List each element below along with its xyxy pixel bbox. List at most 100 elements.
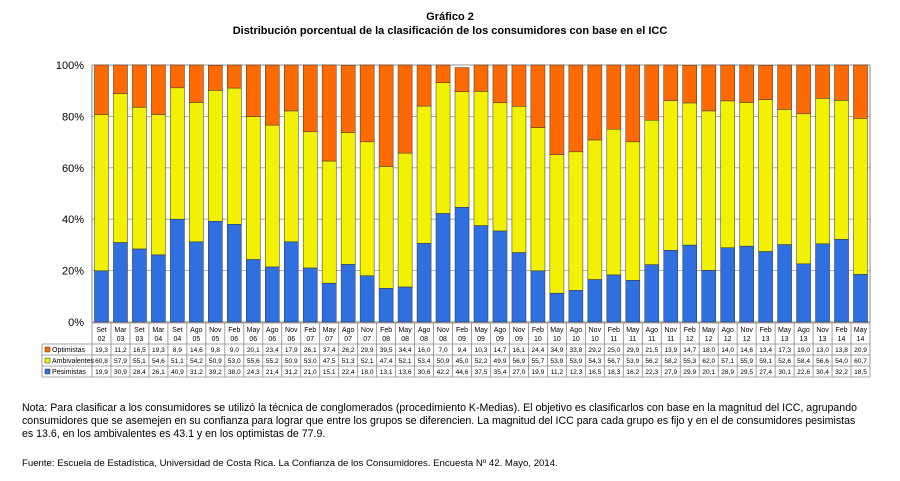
data-label-ambivalentes: 57,1 <box>721 358 734 365</box>
bar-optimistas <box>170 64 185 89</box>
x-tick-label-year: 05 <box>192 336 200 343</box>
bar-optimistas <box>587 64 603 141</box>
bar-optimistas <box>606 64 622 130</box>
x-tick-label-year: 03 <box>117 336 125 343</box>
data-label-optimistas: 19,0 <box>797 347 810 354</box>
data-label-optimistas: 9,4 <box>457 347 466 354</box>
data-label-optimistas: 17,9 <box>285 347 298 354</box>
bar-optimistas <box>701 64 716 112</box>
x-tick-label-year: 06 <box>268 336 276 343</box>
bar-optimistas <box>302 64 318 133</box>
bar-optimistas <box>227 64 242 89</box>
x-tick-label-year: 13 <box>819 336 827 343</box>
x-tick-label-month: Mar <box>114 327 127 334</box>
data-label-ambivalentes: 62,0 <box>702 358 715 365</box>
data-label-optimistas: 9,8 <box>211 347 220 354</box>
x-tick-label-year: 12 <box>724 336 732 343</box>
bar-pesimistas <box>511 252 527 323</box>
y-tick-label: 60% <box>62 163 84 175</box>
bar-ambivalentes <box>701 110 716 271</box>
x-tick-label-month: Feb <box>760 327 772 334</box>
x-tick-label-month: Nov <box>665 327 678 334</box>
x-tick-label-year: 10 <box>534 336 542 343</box>
bar-optimistas <box>435 64 451 83</box>
bar-optimistas <box>397 64 413 154</box>
x-tick-label-month: Feb <box>456 327 468 334</box>
data-label-pesimistas: 29,9 <box>683 369 696 376</box>
data-label-pesimistas: 22,3 <box>645 369 658 376</box>
data-label-optimistas: 14,7 <box>494 347 507 354</box>
bar-optimistas <box>549 64 565 155</box>
chart-subtitle: Distribución porcentual de la clasificac… <box>232 25 668 37</box>
data-label-pesimistas: 13,1 <box>380 369 393 376</box>
bar-optimistas <box>189 64 204 103</box>
data-label-ambivalentes: 49,9 <box>494 358 507 365</box>
data-label-optimistas: 20,1 <box>247 347 260 354</box>
bar-pesimistas <box>132 248 147 323</box>
data-label-optimistas: 13,8 <box>835 347 848 354</box>
data-label-optimistas: 19,3 <box>95 347 108 354</box>
data-label-pesimistas: 38,0 <box>228 369 241 376</box>
bar-pesimistas <box>151 254 166 323</box>
data-label-pesimistas: 22,6 <box>797 369 810 376</box>
bar-ambivalentes <box>283 110 299 243</box>
data-label-ambivalentes: 56,2 <box>645 358 658 365</box>
x-tick-label-year: 07 <box>344 336 352 343</box>
x-tick-label-month: Ago <box>494 327 507 334</box>
bar-optimistas <box>530 64 546 128</box>
data-label-ambivalentes: 50,9 <box>285 358 298 365</box>
bar-pesimistas <box>853 274 868 323</box>
x-tick-label-year: 04 <box>155 336 163 343</box>
data-label-optimistas: 8,9 <box>173 347 182 354</box>
x-tick-label-year: 11 <box>629 336 636 343</box>
bar-ambivalentes <box>454 91 470 208</box>
data-label-optimistas: 13,9 <box>664 347 677 354</box>
x-tick-label-year: 09 <box>515 336 523 343</box>
x-tick-label-year: 13 <box>781 336 789 343</box>
bar-ambivalentes <box>397 152 413 288</box>
data-label-ambivalentes: 59,1 <box>759 358 772 365</box>
data-label-ambivalentes: 56,9 <box>513 358 526 365</box>
bar-optimistas <box>625 64 641 143</box>
x-tick-label-month: Ago <box>570 327 583 334</box>
data-label-ambivalentes: 52,1 <box>399 358 412 365</box>
bar-ambivalentes <box>189 102 204 243</box>
data-label-optimistas: 16,5 <box>133 347 146 354</box>
x-tick-label-month: May <box>778 327 792 334</box>
bar-optimistas <box>208 65 223 91</box>
bar-pesimistas <box>397 286 413 323</box>
bar-optimistas <box>663 64 679 101</box>
stacked-bar-chart: 0% 20% 40% 60% 80% 100% Set 02 Mar 03 Set 03 Mar 04 Se… <box>41 60 871 378</box>
data-label-ambivalentes: 53,0 <box>228 358 241 365</box>
data-label-optimistas: 39,5 <box>380 347 393 354</box>
data-label-ambivalentes: 54,0 <box>835 358 848 365</box>
legend-swatch-pesimistas <box>44 368 51 375</box>
x-tick-label-month: Set <box>134 327 145 334</box>
x-tick-label-year: 06 <box>287 336 295 343</box>
x-tick-label-year: 08 <box>420 336 428 343</box>
x-tick-label-month: Nov <box>513 327 526 334</box>
x-tick-label-month: May <box>247 327 261 334</box>
x-tick-label-year: 08 <box>401 336 409 343</box>
y-tick-label: 0% <box>68 317 84 329</box>
bar-pesimistas <box>568 290 584 323</box>
bar-pesimistas <box>777 244 792 323</box>
data-label-ambivalentes: 52,1 <box>361 358 374 365</box>
x-tick-label-month: Feb <box>684 327 696 334</box>
bar-ambivalentes <box>340 132 356 265</box>
data-label-ambivalentes: 53,4 <box>418 358 431 365</box>
x-tick-label-year: 12 <box>743 336 751 343</box>
data-label-optimistas: 9,0 <box>230 347 239 354</box>
bar-pesimistas <box>549 292 565 323</box>
bar-ambivalentes <box>132 107 147 250</box>
bar-ambivalentes <box>815 98 830 245</box>
bar-optimistas <box>720 64 735 102</box>
x-tick-label-year: 14 <box>857 336 865 343</box>
bar-ambivalentes <box>435 82 451 214</box>
x-tick-label-month: Mar <box>152 327 165 334</box>
bar-ambivalentes <box>492 102 508 232</box>
bar-pesimistas <box>834 238 849 323</box>
bar-ambivalentes <box>302 131 318 269</box>
y-tick-label: 100% <box>56 60 84 72</box>
x-tick-label-year: 12 <box>705 336 713 343</box>
